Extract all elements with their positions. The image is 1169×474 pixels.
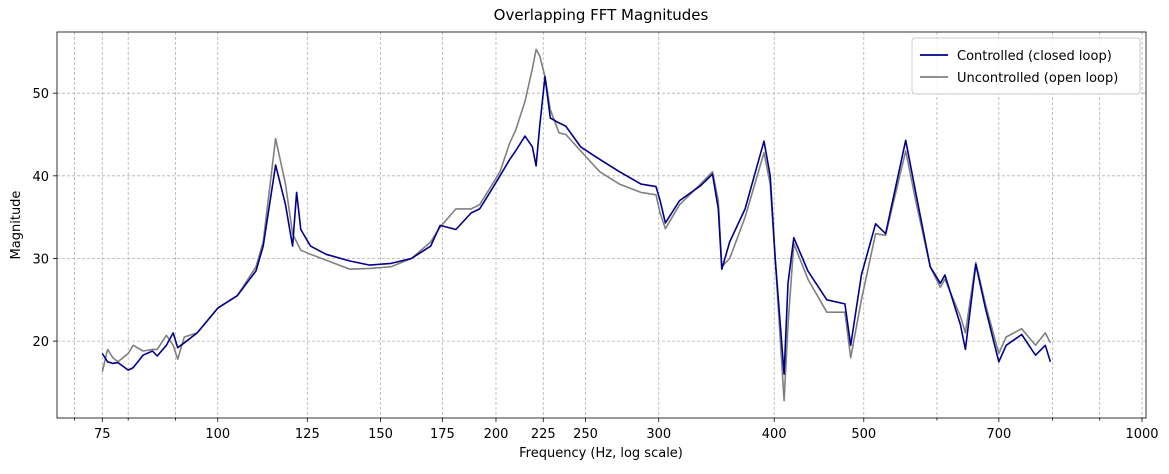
x-tick-label: 150 bbox=[368, 427, 393, 442]
chart-title: Overlapping FFT Magnitudes bbox=[494, 6, 709, 24]
x-axis-label: Frequency (Hz, log scale) bbox=[519, 446, 683, 461]
x-tick-label: 200 bbox=[484, 427, 509, 442]
legend-box bbox=[911, 37, 1141, 95]
x-tick-label: 1000 bbox=[1125, 427, 1158, 442]
x-tick-label: 225 bbox=[531, 427, 556, 442]
x-tick-label: 700 bbox=[986, 427, 1011, 442]
x-tick-label: 100 bbox=[205, 427, 230, 442]
x-tick-label: 175 bbox=[430, 427, 455, 442]
y-axis-label: Magnitude bbox=[9, 191, 24, 260]
x-tick-label: 250 bbox=[573, 427, 598, 442]
x-tick-label: 125 bbox=[295, 427, 320, 442]
y-tick-label: 40 bbox=[32, 170, 49, 185]
y-tick-label: 30 bbox=[32, 252, 49, 267]
legend-label: Controlled (closed loop) bbox=[957, 49, 1112, 64]
legend-label: Uncontrolled (open loop) bbox=[957, 71, 1118, 86]
legend: Controlled (closed loop) Uncontrolled (op… bbox=[911, 37, 1141, 95]
plot-frame bbox=[56, 31, 1147, 419]
x-tick-label: 400 bbox=[762, 427, 787, 442]
y-tick-label: 50 bbox=[32, 87, 49, 102]
x-tick-label: 500 bbox=[851, 427, 876, 442]
x-tick-label: 75 bbox=[94, 427, 111, 442]
y-tick-label: 20 bbox=[32, 335, 49, 350]
series-line bbox=[101, 48, 1052, 402]
series-line bbox=[101, 75, 1052, 375]
x-tick-label: 300 bbox=[646, 427, 671, 442]
